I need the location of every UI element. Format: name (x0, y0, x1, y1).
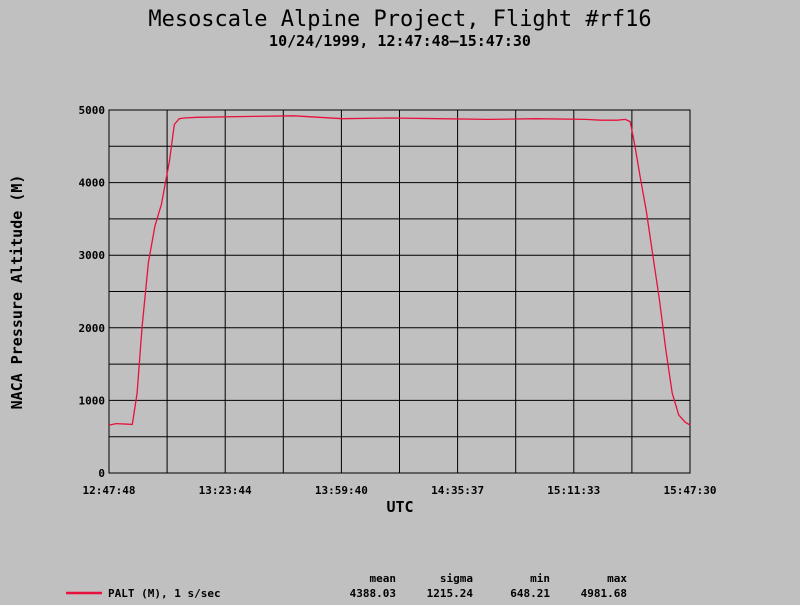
y-tick-label: 5000 (79, 104, 106, 117)
stats-value-mean: 4388.03 (350, 587, 396, 600)
x-axis-label: UTC (386, 498, 413, 516)
grid-lines (109, 110, 690, 473)
x-tick-label: 13:59:40 (315, 484, 368, 497)
y-tick-label: 4000 (79, 177, 106, 190)
chart-subtitle: 10/24/1999, 12:47:48–15:47:30 (269, 32, 531, 50)
stats-header-min: min (530, 572, 550, 585)
x-tick-labels: 12:47:48 13:23:44 13:59:40 14:35:37 15:11:33… (83, 484, 717, 497)
stats-value-sigma: 1215.24 (427, 587, 474, 600)
series-line-palt (108, 115, 691, 426)
y-tick-label: 0 (98, 467, 105, 480)
legend-label: PALT (M), 1 s/sec (108, 587, 221, 600)
y-tick-labels: 0 1000 2000 3000 4000 5000 (79, 104, 106, 480)
y-tick-label: 1000 (79, 394, 106, 407)
chart-title: Mesoscale Alpine Project, Flight #rf16 (148, 7, 651, 32)
x-tick-label: 15:11:33 (547, 484, 600, 497)
stats-value-max: 4981.68 (581, 587, 627, 600)
stats-header-mean: mean (370, 572, 397, 585)
y-tick-label: 2000 (79, 322, 106, 335)
x-tick-label: 14:35:37 (431, 484, 484, 497)
stats-header-max: max (607, 572, 627, 585)
y-tick-label: 3000 (79, 249, 106, 262)
stats-header-sigma: sigma (440, 572, 473, 585)
x-tick-label: 12:47:48 (83, 484, 136, 497)
stats-value-min: 648.21 (510, 587, 550, 600)
x-tick-label: 13:23:44 (199, 484, 252, 497)
x-tick-label: 15:47:30 (664, 484, 717, 497)
y-axis-label: NACA Pressure Altitude (M) (8, 175, 26, 410)
